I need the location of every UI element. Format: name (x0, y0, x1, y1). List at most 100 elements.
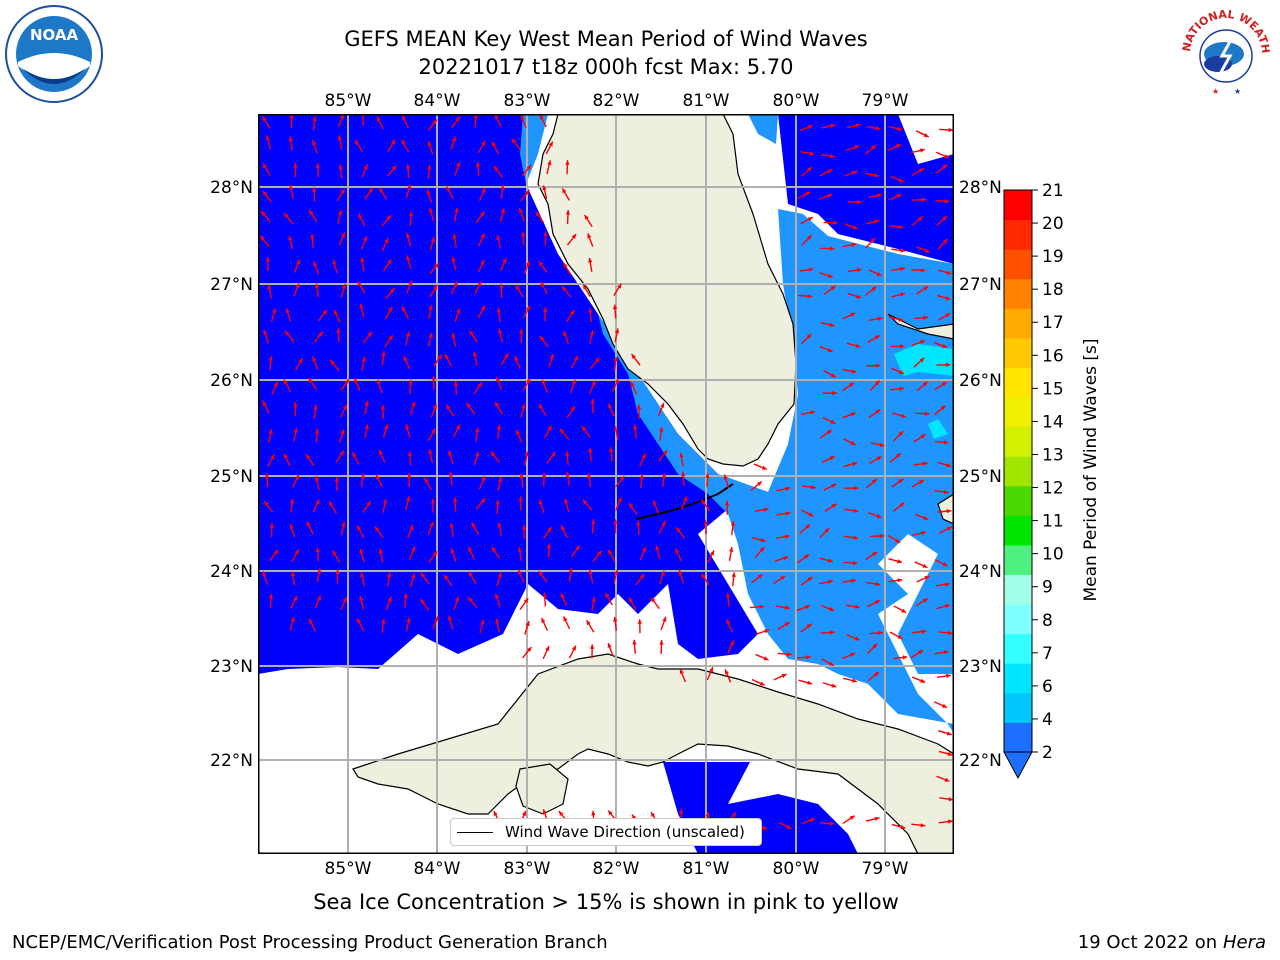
wave-direction-arrowhead (877, 316, 883, 321)
wave-direction-arrowhead (426, 189, 431, 195)
wave-direction-arrowhead (547, 527, 552, 533)
wave-direction-arrowhead (879, 442, 885, 447)
wave-direction-arrowhead (359, 303, 364, 309)
wave-direction-arrowhead (632, 639, 637, 645)
wave-direction-arrowhead (637, 619, 642, 624)
wave-direction-arrowhead (924, 411, 930, 416)
wave-direction-arrowhead (437, 354, 442, 360)
wave-direction-arrowhead (283, 453, 288, 459)
wave-direction-arrowhead (827, 169, 833, 174)
wave-direction-arrowhead (784, 534, 790, 539)
wave-direction-arrowhead (515, 285, 520, 291)
wave-band-6-8 (928, 419, 948, 439)
wave-direction-arrowhead (357, 525, 362, 531)
colorbar-cell (1004, 515, 1032, 546)
wave-direction-arrowhead (475, 451, 480, 457)
florida-land (537, 114, 797, 467)
wave-direction-arrowhead (403, 593, 408, 599)
wave-direction-arrowhead (701, 573, 706, 579)
colorbar-cell (1004, 249, 1032, 280)
wave-direction-arrowhead (332, 550, 337, 556)
wave-direction-arrowhead (944, 604, 950, 609)
wave-direction-arrowhead (830, 285, 836, 291)
cuba-land (352, 653, 954, 854)
wave-direction-arrowhead (269, 522, 275, 528)
wave-direction-arrowhead (849, 382, 855, 388)
wave-direction-arrowhead (494, 401, 500, 407)
wave-direction-arrowhead (921, 197, 927, 202)
wave-direction-arrowhead (830, 123, 836, 128)
wave-direction-arrowhead (407, 473, 412, 478)
lat-ticks-left: 28°N 27°N 26°N 25°N 24°N 23°N 22°N (210, 178, 253, 771)
lat-tick: 23°N (210, 657, 253, 677)
wave-direction-arrowhead (496, 234, 501, 240)
wave-direction-arrowhead (402, 115, 407, 121)
wave-direction-arrowhead (381, 618, 386, 624)
wave-direction-arrowhead (942, 343, 948, 348)
wave-direction-arrowhead (729, 640, 734, 646)
wave-direction-arrowhead (589, 330, 595, 336)
wave-direction-arrowhead (946, 673, 951, 679)
wave-direction-arrowhead (561, 286, 567, 292)
colorbar-cells (1003, 189, 1033, 780)
wave-direction-arrowhead (451, 136, 456, 142)
wave-direction-arrowhead (411, 546, 416, 552)
wave-direction-arrowhead (853, 535, 859, 540)
wave-direction-arrowhead (614, 328, 620, 334)
wave-direction-arrowhead (405, 164, 411, 169)
wave-direction-arrowhead (427, 164, 432, 170)
wave-direction-arrowhead (828, 558, 834, 563)
wave-direction-arrowhead (831, 484, 837, 488)
wave-direction-arrowhead (762, 825, 768, 830)
lon-ticks-top: 85°W 84°W 83°W 82°W 81°W 80°W 79°W (325, 91, 909, 111)
wave-direction-arrowhead (759, 547, 765, 552)
wave-direction-arrowhead (480, 305, 485, 311)
wave-direction-arrowhead (613, 519, 618, 524)
lon-tick: 82°W (593, 91, 640, 111)
wave-direction-arrowhead (785, 486, 791, 491)
wave-direction-arrowhead (895, 453, 901, 458)
colorbar-outline (1003, 189, 1033, 753)
wave-direction-arrowhead (390, 139, 395, 145)
wave-direction-arrowhead (897, 126, 903, 131)
wave-direction-arrowhead (524, 451, 529, 457)
wave-direction-arrowhead (386, 572, 392, 578)
lon-tick: 83°W (504, 859, 551, 879)
wave-direction-arrowhead (314, 283, 320, 289)
wave-direction-arrowhead (375, 474, 381, 480)
wave-direction-arrowhead (679, 452, 684, 458)
wave-direction-arrowhead (518, 496, 523, 501)
wave-direction-arrowhead (306, 521, 311, 527)
wave-direction-arrowhead (268, 429, 273, 435)
lon-ticks-bottom: 85°W 84°W 83°W 82°W 81°W 80°W 79°W (325, 859, 909, 879)
wave-direction-arrowhead (896, 194, 902, 199)
wave-direction-arrowhead (312, 140, 317, 146)
wave-direction-arrowhead (496, 376, 501, 382)
wave-direction-arrowhead (876, 271, 882, 276)
wave-direction-arrowhead (430, 498, 436, 504)
wave-direction-arrowhead (851, 369, 857, 374)
wave-direction-arrowhead (785, 511, 791, 516)
wave-direction-arrowhead (446, 404, 451, 410)
wave-direction-arrowhead (760, 537, 766, 543)
wave-direction-arrowhead (344, 379, 350, 384)
wave-direction-arrowhead (614, 570, 619, 575)
wave-direction-arrowhead (899, 370, 905, 375)
wave-direction-arrowhead (359, 548, 364, 554)
map-legend: Wind Wave Direction (unscaled) (450, 818, 762, 846)
wave-direction-arrowhead (605, 592, 610, 598)
wave-direction-arrowhead (809, 818, 815, 823)
wave-direction-arrowhead (263, 330, 268, 336)
wave-direction-arrowhead (920, 268, 926, 273)
wave-band-4-6 (598, 209, 954, 734)
wave-direction-arrowhead (588, 257, 593, 263)
wave-direction-arrowhead (420, 572, 426, 578)
wave-direction-arrowhead (829, 456, 835, 461)
wave-direction-arrowhead (781, 673, 787, 678)
wave-direction-arrowhead (895, 538, 901, 543)
wave-direction-arrowhead (805, 524, 811, 529)
wave-direction-arrowhead (852, 560, 858, 566)
wave-direction-arrowhead (293, 162, 298, 168)
wave-direction-arrowhead (538, 571, 544, 577)
wave-direction-arrowhead (267, 284, 272, 290)
